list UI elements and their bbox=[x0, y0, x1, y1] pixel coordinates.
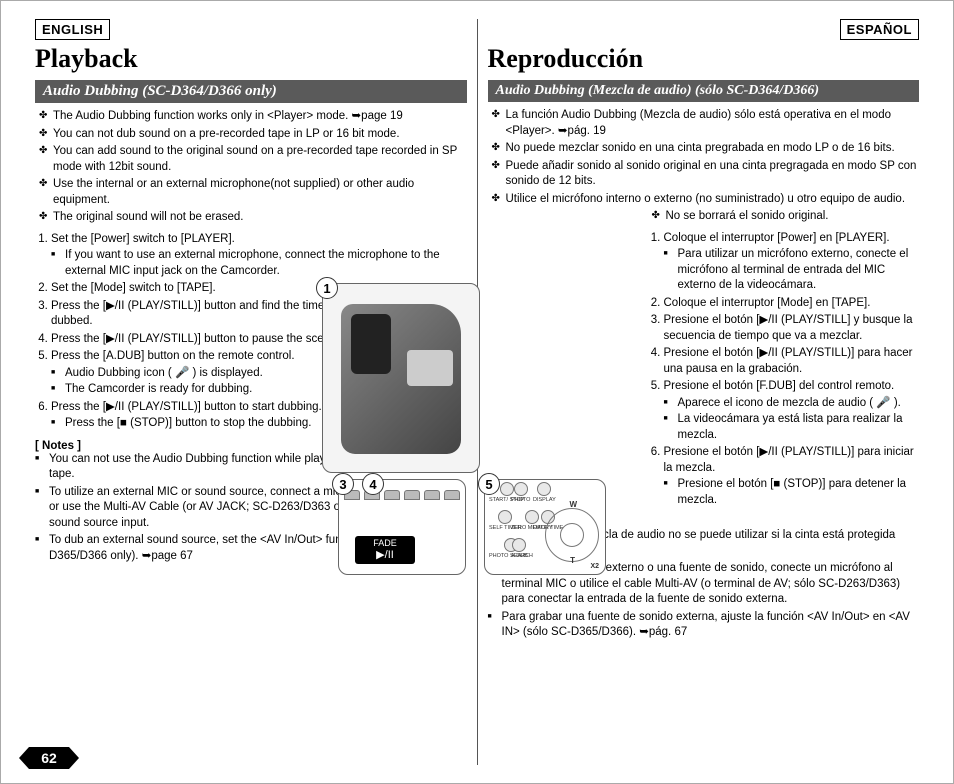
intro-left: The Audio Dubbing function works only in… bbox=[35, 109, 467, 226]
notes-heading-left: [ Notes ] bbox=[35, 440, 467, 452]
intro-item: The Audio Dubbing function works only in… bbox=[39, 109, 467, 125]
step: Press the [▶/II (PLAY/STILL)] button to … bbox=[51, 400, 467, 432]
section-left: Audio Dubbing (SC-D364/D366 only) bbox=[35, 80, 467, 103]
lang-badge-english: ENGLISH bbox=[35, 19, 110, 40]
section-right: Audio Dubbing (Mezcla de audio) (sólo SC… bbox=[488, 80, 920, 102]
lang-badge-spanish: ESPAÑOL bbox=[840, 19, 919, 40]
notes-heading-right: [ Notas ] bbox=[488, 516, 920, 528]
step: Set the [Power] switch to [PLAYER]. If y… bbox=[51, 232, 467, 280]
intro-item: You can not dub sound on a pre-recorded … bbox=[39, 127, 467, 143]
step: Press the [▶/II (PLAY/STILL)] button and… bbox=[51, 299, 467, 330]
notes-left: You can not use the Audio Dubbing functi… bbox=[35, 452, 467, 565]
intro-right: La función Audio Dubbing (Mezcla de audi… bbox=[488, 108, 920, 207]
indented-block-right: No se borrará el sonido original. Coloqu… bbox=[488, 209, 920, 508]
steps-right: Coloque el interruptor [Power] en [PLAYE… bbox=[648, 231, 920, 509]
step: Press the [A.DUB] button on the remote c… bbox=[51, 349, 467, 398]
step: Press the [▶/II (PLAY/STILL)] button to … bbox=[51, 332, 467, 348]
intro-item: You can add sound to the original sound … bbox=[39, 144, 467, 175]
steps-left: Set the [Power] switch to [PLAYER]. If y… bbox=[35, 232, 467, 432]
title-left: Playback bbox=[35, 44, 467, 74]
title-right: Reproducción bbox=[488, 44, 920, 74]
step: Set the [Mode] switch to [TAPE]. bbox=[51, 281, 467, 297]
notes-right: YLa función de mezcla de audio no se pue… bbox=[488, 528, 920, 641]
intro-item: The original sound will not be erased. bbox=[39, 210, 467, 226]
column-english: ENGLISH Playback Audio Dubbing (SC-D364/… bbox=[29, 19, 478, 765]
page-number: 62 bbox=[29, 747, 69, 769]
intro-item: Use the internal or an external micropho… bbox=[39, 177, 467, 208]
column-spanish: ESPAÑOL Reproducción Audio Dubbing (Mezc… bbox=[478, 19, 926, 765]
